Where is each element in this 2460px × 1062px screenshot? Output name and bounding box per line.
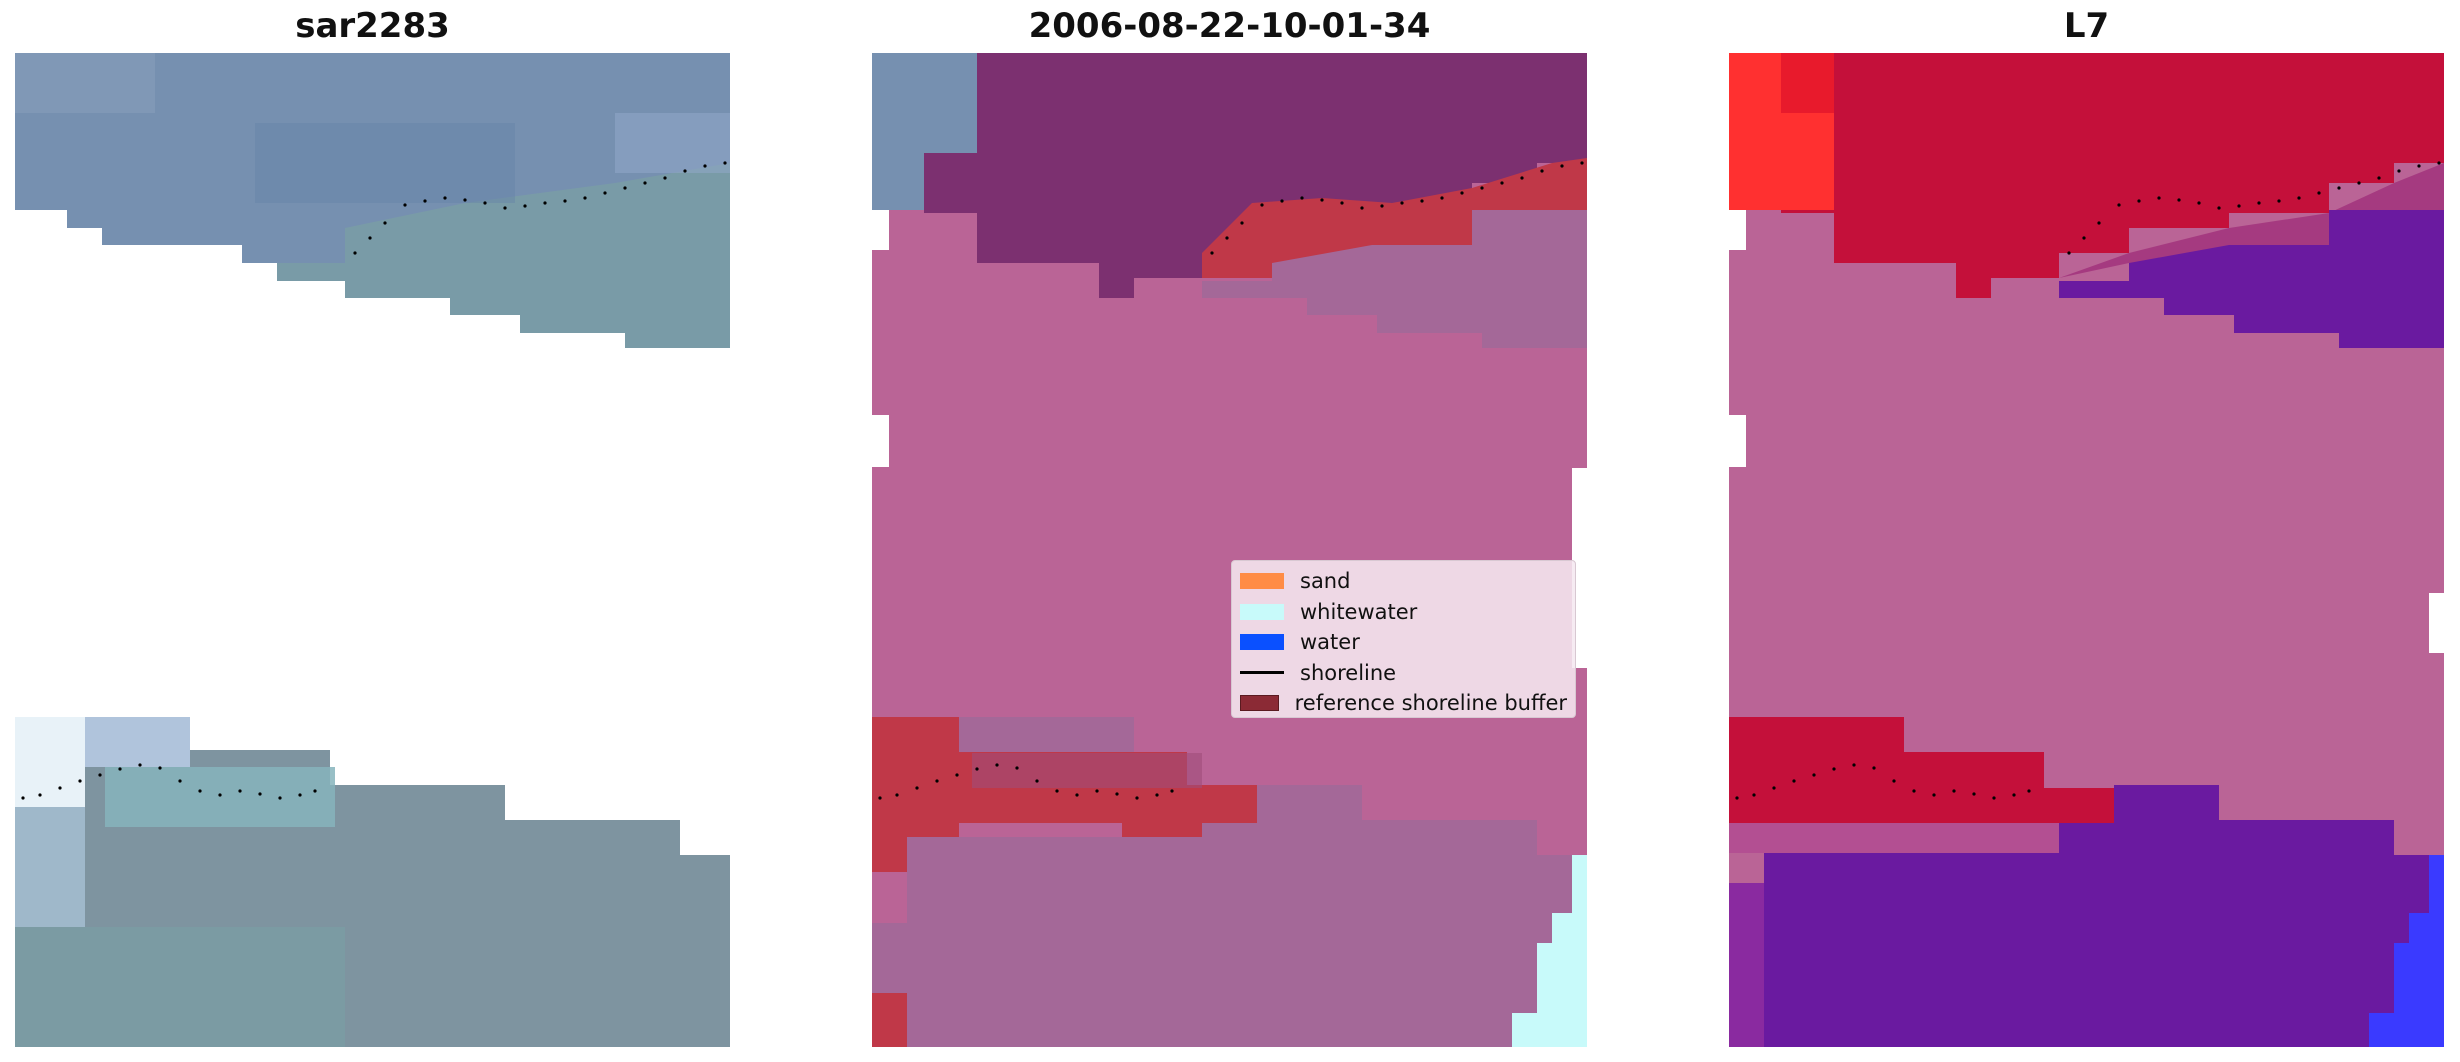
water-swatch-icon <box>1240 634 1284 651</box>
classification-image <box>872 53 1587 1047</box>
panel-title-sar2283: sar2283 <box>295 6 450 46</box>
legend-label: whitewater <box>1300 599 1418 624</box>
legend-item-water: water <box>1240 627 1567 658</box>
legend-label: reference shoreline buffer <box>1294 691 1567 716</box>
whitewater-swatch-icon <box>1240 603 1284 620</box>
satellite-image-panel <box>15 53 730 1047</box>
sand-swatch-icon <box>1240 573 1284 590</box>
index-panel <box>1729 53 2444 1047</box>
index-bottom-region <box>1729 717 2444 1047</box>
satellite-image <box>15 53 730 1047</box>
buffer-swatch-icon <box>1240 695 1279 712</box>
class-bottom-region <box>872 717 1587 1047</box>
legend-item-shoreline: shoreline <box>1240 658 1567 689</box>
legend-label: shoreline <box>1300 660 1397 685</box>
classification-panel <box>872 53 1587 1047</box>
index-shoreline <box>1735 161 2441 800</box>
legend-label: water <box>1300 630 1360 655</box>
index-top-region <box>1729 53 2444 653</box>
index-image <box>1729 53 2444 1047</box>
class-top-region <box>872 53 1587 668</box>
satellite-top-region <box>15 53 730 348</box>
legend-item-reference-buffer: reference shoreline buffer <box>1240 688 1567 719</box>
satellite-bottom-region <box>15 717 730 1047</box>
panel-title-date: 2006-08-22-10-01-34 <box>1028 6 1431 46</box>
legend-label: sand <box>1300 569 1351 594</box>
legend-item-sand: sand <box>1240 566 1567 597</box>
legend: sand whitewater water shoreline referenc… <box>1231 560 1576 718</box>
legend-item-whitewater: whitewater <box>1240 597 1567 628</box>
satellite-shoreline <box>21 161 727 800</box>
class-shoreline <box>878 161 1584 800</box>
shoreline-line-icon <box>1240 671 1284 675</box>
panel-title-l7: L7 <box>2063 6 2110 46</box>
